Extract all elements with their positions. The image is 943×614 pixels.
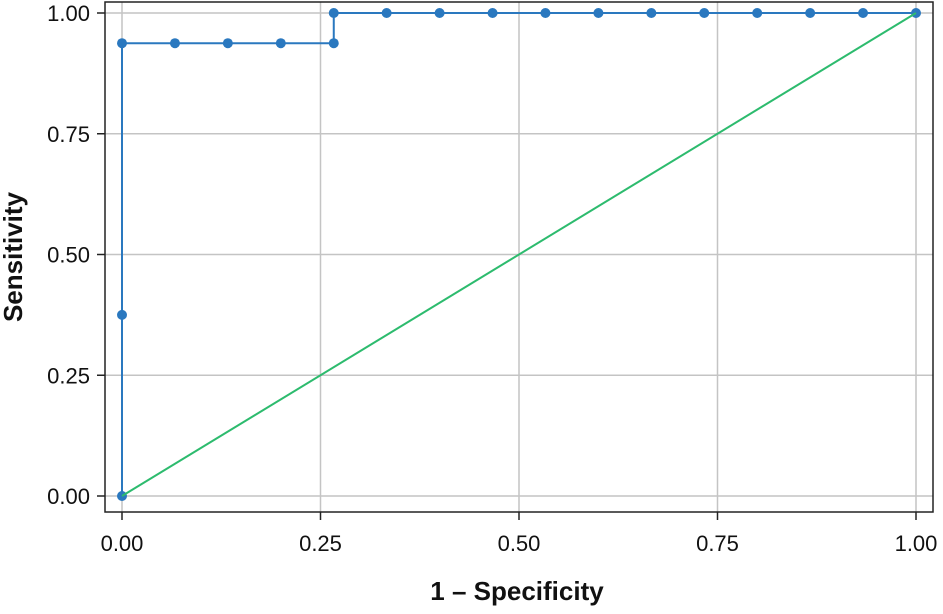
y-tick-label: 1.00 <box>47 1 90 26</box>
roc-data-point <box>805 8 816 18</box>
roc-data-point <box>381 8 392 18</box>
y-tick-label: 0.50 <box>47 243 90 268</box>
roc-data-point <box>434 8 445 18</box>
roc-data-point <box>169 38 180 49</box>
roc-data-point <box>858 8 869 18</box>
x-axis: 0.00 0.25 0.50 0.75 1.00 <box>101 512 938 556</box>
roc-data-point <box>117 309 127 320</box>
roc-data-point <box>752 8 763 18</box>
x-tick-label: 0.50 <box>498 531 541 556</box>
y-tick-label: 0.25 <box>47 363 90 388</box>
roc-data-point <box>328 8 339 18</box>
y-tick-label: 0.00 <box>47 484 90 509</box>
y-tick-label: 0.75 <box>47 122 90 147</box>
roc-data-point <box>487 8 498 18</box>
reference-diagonal-line <box>121 12 917 497</box>
roc-data-point <box>117 38 127 49</box>
roc-data-point <box>222 38 233 49</box>
x-tick-label: 0.00 <box>101 531 144 556</box>
roc-data-point <box>646 8 657 18</box>
series-layer <box>117 8 921 501</box>
x-tick-label: 1.00 <box>895 531 938 556</box>
roc-data-point <box>328 38 339 49</box>
x-tick-label: 0.25 <box>299 531 342 556</box>
roc-data-point <box>593 8 604 18</box>
y-axis: 0.00 0.25 0.50 0.75 1.00 <box>47 1 105 509</box>
roc-data-point <box>275 38 286 49</box>
x-tick-label: 0.75 <box>696 531 739 556</box>
y-axis-title: Sensitivity <box>0 191 28 322</box>
roc-data-point <box>540 8 551 18</box>
x-axis-title: 1 – Specificity <box>430 576 604 606</box>
roc-data-point <box>699 8 710 18</box>
